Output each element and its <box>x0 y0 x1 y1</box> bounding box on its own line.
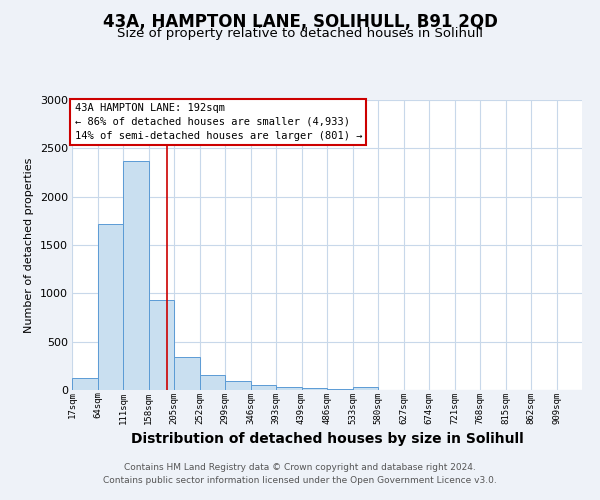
Bar <box>149 300 174 390</box>
Bar <box>353 387 378 390</box>
Text: 43A HAMPTON LANE: 192sqm
← 86% of detached houses are smaller (4,933)
14% of sem: 43A HAMPTON LANE: 192sqm ← 86% of detach… <box>74 103 362 141</box>
Bar <box>72 378 97 390</box>
Bar <box>225 382 251 390</box>
X-axis label: Distribution of detached houses by size in Solihull: Distribution of detached houses by size … <box>131 432 523 446</box>
Bar <box>199 375 225 390</box>
Text: Contains HM Land Registry data © Crown copyright and database right 2024.: Contains HM Land Registry data © Crown c… <box>124 462 476 471</box>
Text: Size of property relative to detached houses in Solihull: Size of property relative to detached ho… <box>117 28 483 40</box>
Bar <box>174 357 199 390</box>
Bar <box>251 384 276 390</box>
Bar <box>123 161 149 390</box>
Y-axis label: Number of detached properties: Number of detached properties <box>24 158 34 332</box>
Bar <box>276 386 302 390</box>
Text: 43A, HAMPTON LANE, SOLIHULL, B91 2QD: 43A, HAMPTON LANE, SOLIHULL, B91 2QD <box>103 12 497 30</box>
Bar <box>302 388 327 390</box>
Bar <box>97 224 123 390</box>
Bar <box>327 389 353 390</box>
Text: Contains public sector information licensed under the Open Government Licence v3: Contains public sector information licen… <box>103 476 497 485</box>
